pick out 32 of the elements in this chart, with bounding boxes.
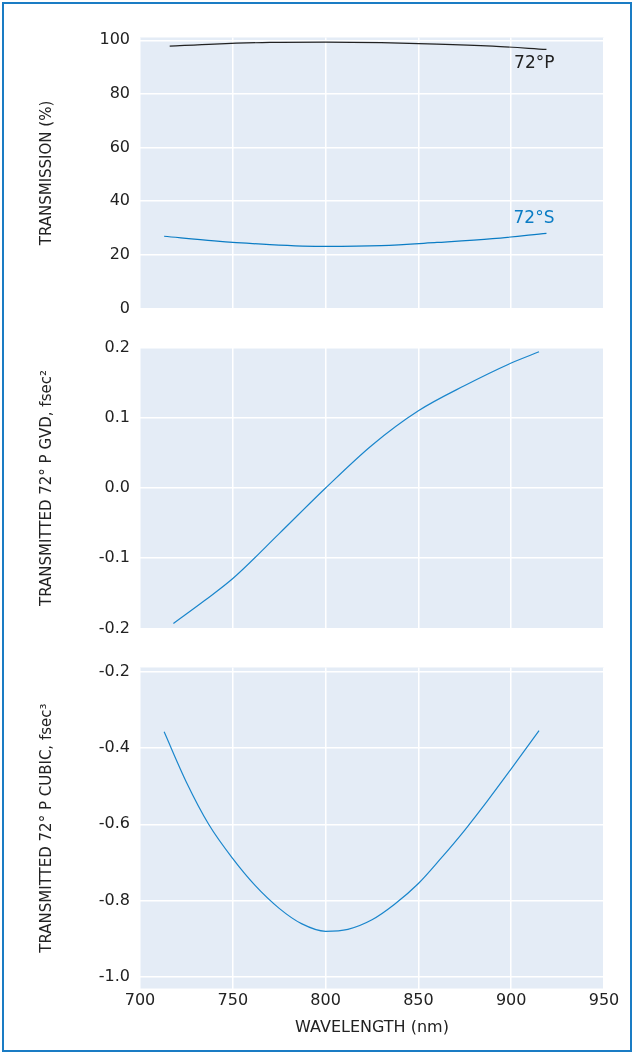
y-tick-label: -0.6 <box>98 813 130 833</box>
x-tick-label: 950 <box>588 990 620 1010</box>
series-label: 72°P <box>514 52 555 73</box>
y-axis-title: TRANSMITTED 72° P CUBIC, fsec³ <box>36 703 55 954</box>
line-series <box>172 351 540 625</box>
y-tick-label: 0.2 <box>104 336 130 356</box>
y-axis-title: TRANSMISSION (%) <box>36 100 55 247</box>
x-axis-title: WAVELENGTH (nm) <box>295 1016 449 1036</box>
y-tick-label: -0.2 <box>98 660 130 680</box>
y-tick-label: 60 <box>109 136 130 156</box>
y-axis-title: TRANSMITTED 72° P GVD, fsec² <box>36 370 55 607</box>
y-tick-label: -0.1 <box>98 547 130 567</box>
y-tick-label: -0.8 <box>98 889 130 909</box>
y-tick-label: 0.1 <box>104 406 130 426</box>
line-series <box>169 41 548 50</box>
y-tick-label: -1.0 <box>98 966 130 986</box>
y-tick-label: 100 <box>99 29 130 49</box>
y-tick-label: 0 <box>119 297 130 317</box>
y-tick-label: -0.4 <box>98 737 130 757</box>
y-tick-label: -0.2 <box>98 617 130 637</box>
y-tick-label: 80 <box>109 83 130 103</box>
line-series <box>163 232 548 248</box>
y-tick-label: 40 <box>109 190 130 210</box>
x-tick-label: 800 <box>310 990 341 1010</box>
y-tick-label: 20 <box>109 243 130 263</box>
x-tick-label: 700 <box>124 990 156 1010</box>
x-tick-label: 850 <box>403 990 434 1010</box>
series-label: 72°S <box>513 207 555 228</box>
x-tick-label: 750 <box>217 990 249 1010</box>
x-tick-label: 900 <box>495 990 527 1010</box>
line-series <box>163 730 540 932</box>
y-tick-label: 0.0 <box>104 477 130 497</box>
